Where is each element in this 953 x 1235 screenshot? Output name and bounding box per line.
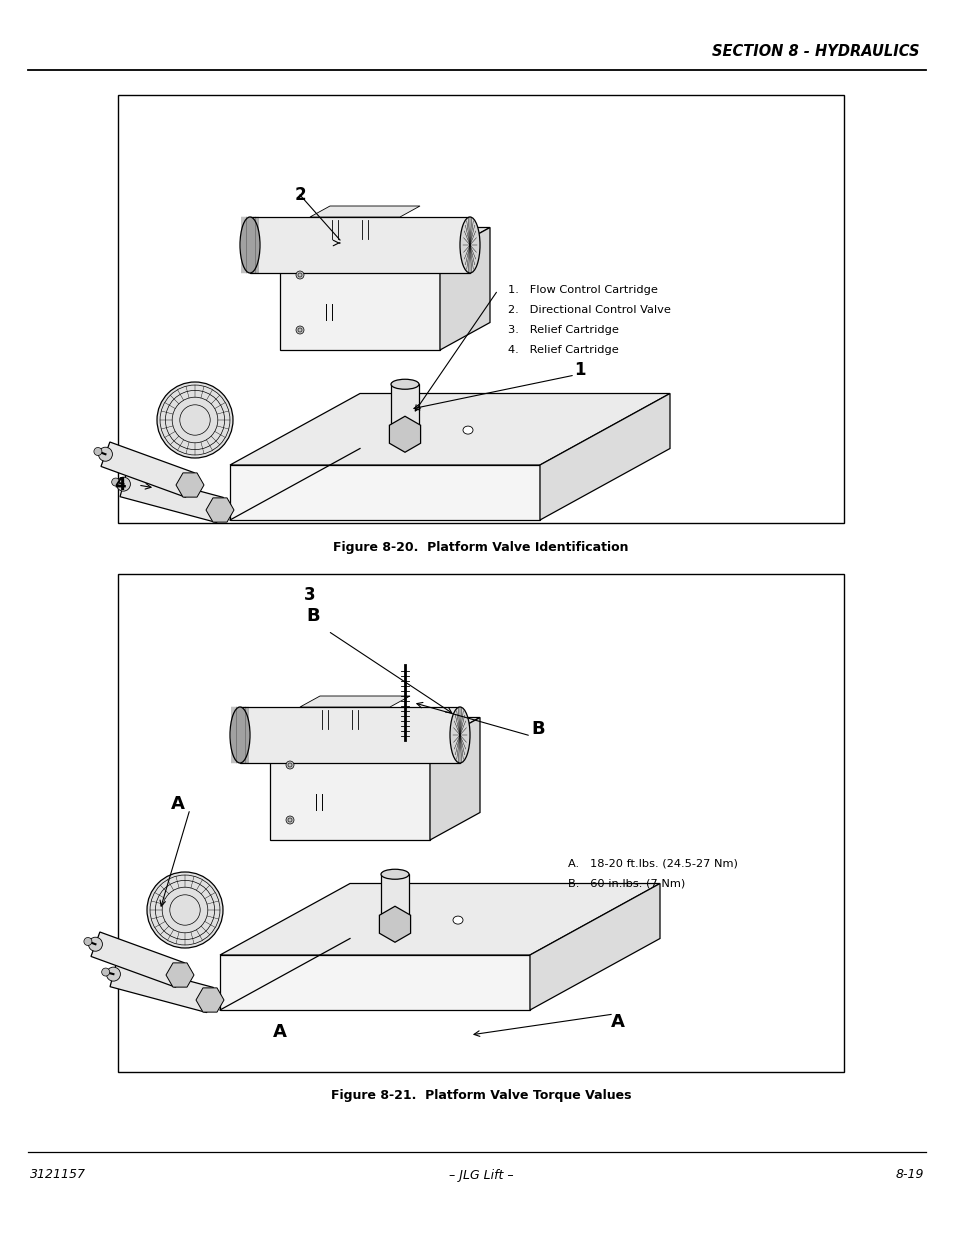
Polygon shape bbox=[539, 394, 669, 520]
Circle shape bbox=[286, 816, 294, 824]
Bar bbox=[391, 384, 418, 430]
Text: 4: 4 bbox=[114, 475, 126, 494]
Text: – JLG Lift –: – JLG Lift – bbox=[448, 1168, 513, 1182]
Text: B: B bbox=[306, 606, 319, 625]
Ellipse shape bbox=[391, 425, 418, 435]
Polygon shape bbox=[439, 227, 490, 350]
Polygon shape bbox=[220, 955, 530, 1010]
Polygon shape bbox=[230, 466, 539, 520]
Ellipse shape bbox=[89, 937, 102, 951]
Polygon shape bbox=[240, 706, 459, 763]
Text: 4.   Relief Cartridge: 4. Relief Cartridge bbox=[507, 345, 618, 354]
Text: 2: 2 bbox=[294, 186, 306, 204]
Ellipse shape bbox=[453, 916, 462, 924]
Polygon shape bbox=[250, 217, 470, 273]
Text: Figure 8-21.  Platform Valve Torque Values: Figure 8-21. Platform Valve Torque Value… bbox=[331, 1089, 631, 1103]
Text: 3.   Relief Cartridge: 3. Relief Cartridge bbox=[507, 325, 618, 335]
Polygon shape bbox=[530, 883, 659, 1010]
Ellipse shape bbox=[380, 914, 409, 924]
Ellipse shape bbox=[230, 706, 250, 763]
Circle shape bbox=[93, 447, 102, 456]
Text: A: A bbox=[611, 1013, 624, 1031]
Ellipse shape bbox=[116, 477, 131, 492]
Circle shape bbox=[84, 937, 91, 946]
Polygon shape bbox=[101, 442, 194, 498]
Polygon shape bbox=[430, 718, 479, 840]
Ellipse shape bbox=[462, 426, 473, 433]
Ellipse shape bbox=[450, 706, 470, 763]
Bar bbox=[118, 574, 843, 1072]
Ellipse shape bbox=[107, 967, 120, 981]
Circle shape bbox=[295, 270, 304, 279]
Text: A: A bbox=[171, 795, 185, 813]
Polygon shape bbox=[310, 206, 419, 217]
Text: 1.   Flow Control Cartridge: 1. Flow Control Cartridge bbox=[507, 285, 658, 295]
Polygon shape bbox=[270, 718, 479, 745]
Polygon shape bbox=[280, 254, 439, 350]
Text: 1: 1 bbox=[574, 361, 585, 379]
Polygon shape bbox=[280, 227, 490, 254]
Circle shape bbox=[102, 968, 110, 976]
Ellipse shape bbox=[380, 869, 409, 879]
Text: Figure 8-20.  Platform Valve Identification: Figure 8-20. Platform Valve Identificati… bbox=[333, 541, 628, 553]
Bar bbox=[380, 874, 409, 919]
Polygon shape bbox=[110, 962, 213, 1013]
Bar bbox=[118, 95, 843, 522]
Text: A.   18-20 ft.lbs. (24.5-27 Nm): A. 18-20 ft.lbs. (24.5-27 Nm) bbox=[567, 860, 737, 869]
Polygon shape bbox=[91, 932, 184, 987]
Text: 2.   Directional Control Valve: 2. Directional Control Valve bbox=[507, 305, 670, 315]
Text: A: A bbox=[273, 1023, 287, 1041]
Text: 3: 3 bbox=[304, 585, 315, 604]
Ellipse shape bbox=[98, 447, 112, 461]
Ellipse shape bbox=[459, 217, 479, 273]
Ellipse shape bbox=[147, 872, 223, 948]
Polygon shape bbox=[220, 883, 659, 955]
Circle shape bbox=[112, 478, 119, 487]
Polygon shape bbox=[270, 745, 430, 840]
Ellipse shape bbox=[391, 379, 418, 389]
Circle shape bbox=[295, 326, 304, 333]
Text: B: B bbox=[531, 720, 544, 739]
Text: SECTION 8 - HYDRAULICS: SECTION 8 - HYDRAULICS bbox=[712, 44, 919, 59]
Ellipse shape bbox=[157, 382, 233, 458]
Polygon shape bbox=[120, 472, 223, 522]
Text: 8-19: 8-19 bbox=[895, 1168, 923, 1182]
Text: B.   60 in.lbs. (7 Nm): B. 60 in.lbs. (7 Nm) bbox=[567, 879, 684, 889]
Circle shape bbox=[286, 761, 294, 769]
Text: 3121157: 3121157 bbox=[30, 1168, 86, 1182]
Polygon shape bbox=[230, 394, 669, 466]
Ellipse shape bbox=[240, 217, 260, 273]
Polygon shape bbox=[299, 697, 410, 706]
